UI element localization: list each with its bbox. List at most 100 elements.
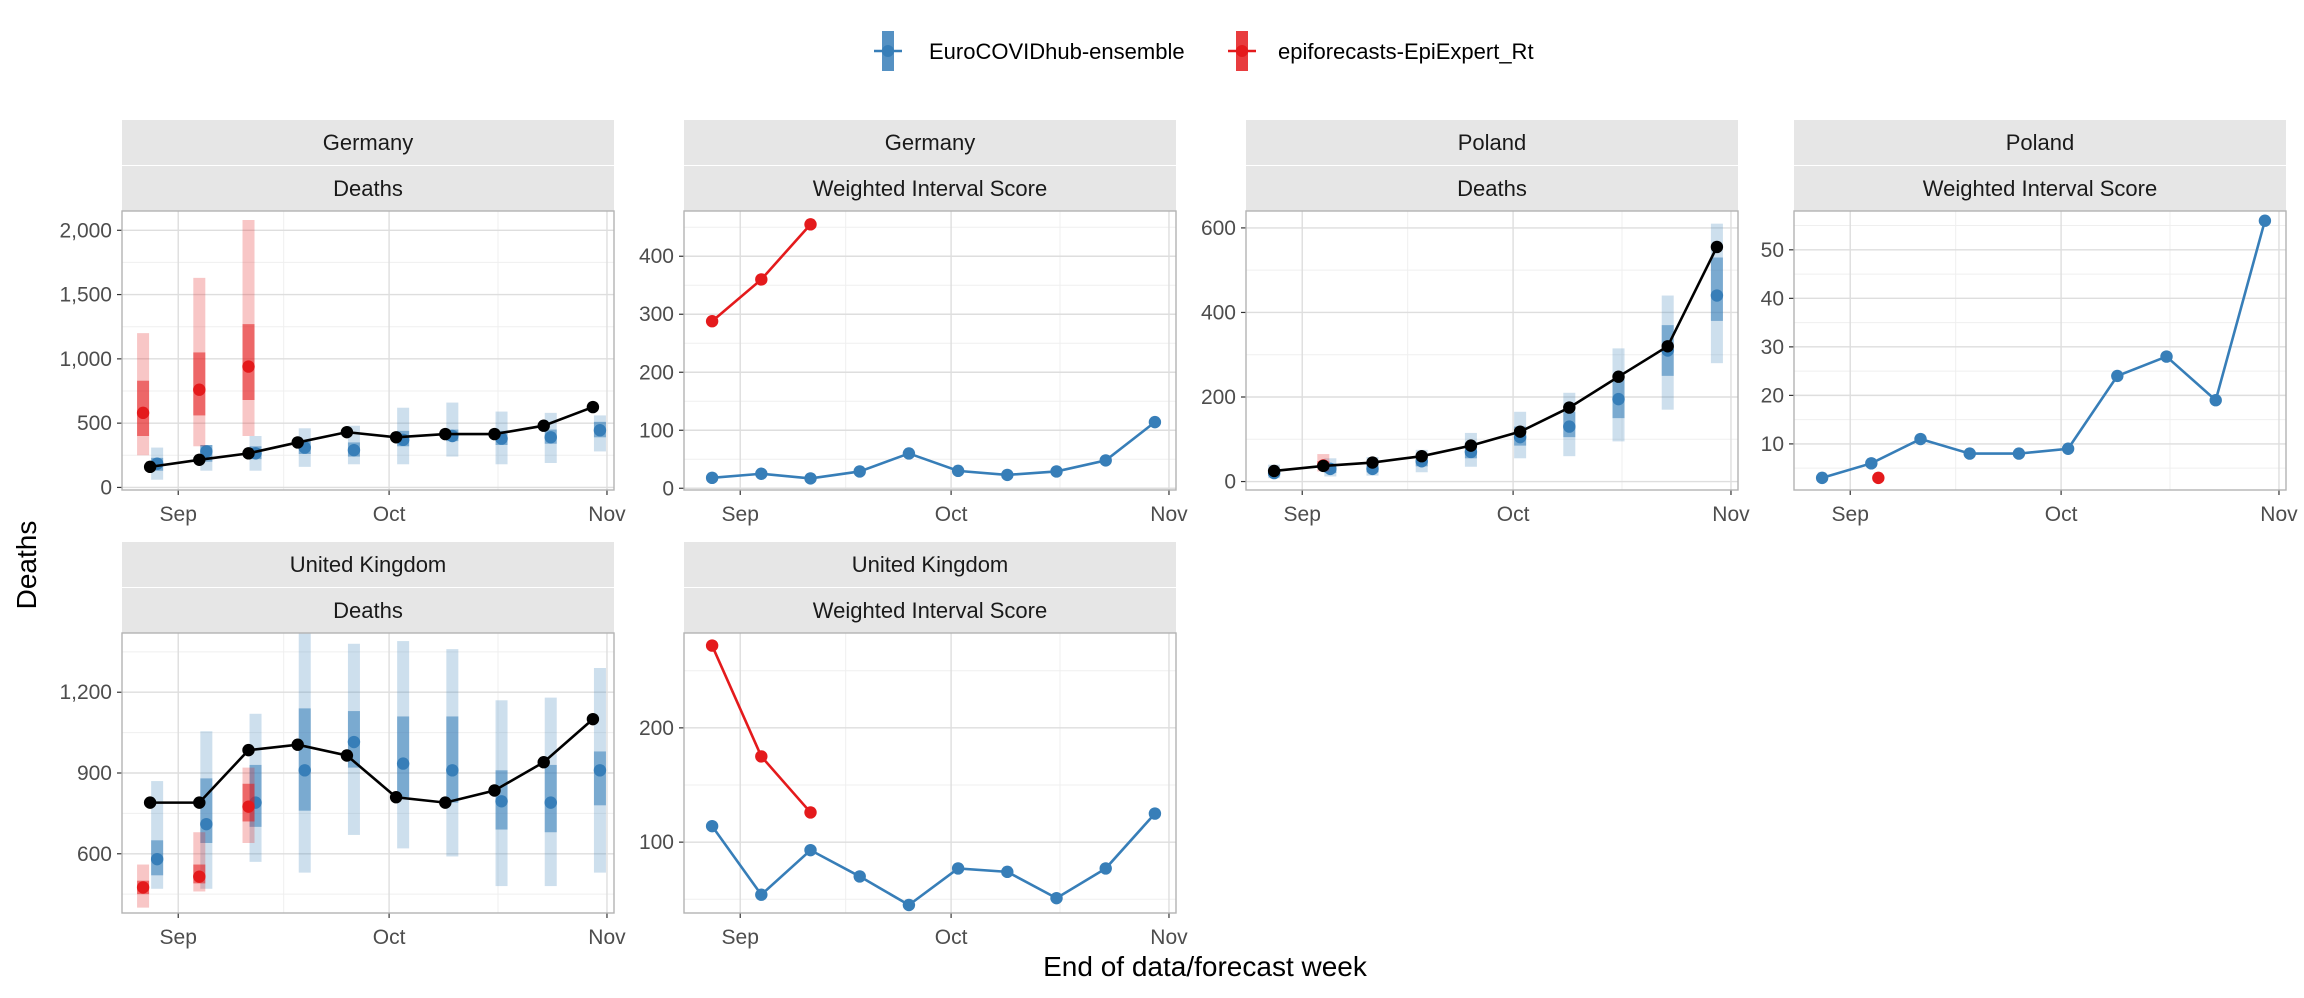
epiexpert-wis-line [711, 223, 812, 323]
ensemble-median-point [347, 443, 361, 457]
ensemble-interval-50 [446, 716, 459, 803]
legend-label-ensemble: EuroCOVIDhub-ensemble [929, 39, 1185, 64]
ensemble-wis-point [705, 471, 719, 485]
strip-bottom-label: Deaths [333, 176, 403, 201]
y-tick-label: 300 [639, 303, 674, 326]
y-tick-label: 0 [662, 477, 674, 500]
strip-bottom-label: Deaths [333, 598, 403, 623]
ensemble-wis-line [711, 812, 1156, 907]
x-tick-label: Nov [588, 926, 626, 949]
x-tick-label: Sep [1832, 503, 1869, 526]
strip-bottom-bg [1246, 166, 1738, 211]
x-tick-label: Oct [1497, 503, 1530, 526]
ensemble-wis-point [755, 888, 768, 901]
ensemble-median-point [298, 764, 311, 777]
legend-key-ensemble [874, 31, 902, 71]
x-tick-label: Sep [160, 503, 197, 526]
y-tick-label: 2,000 [59, 219, 112, 242]
ensemble-wis-point [902, 898, 916, 912]
observed-point [1366, 456, 1379, 469]
ensemble-wis-line [712, 421, 1156, 480]
ensemble-wis-point [951, 862, 965, 875]
strip-bottom-label: Weighted Interval Score [813, 598, 1047, 623]
panel-pl_deaths: Poland Deaths Sep Oct Nov 0 200 400 600 [1201, 120, 1750, 526]
y-tick-label: 0 [1224, 471, 1236, 494]
observed-point [1513, 425, 1527, 438]
epiexpert-wis-point [804, 218, 817, 231]
x-tick-label: Oct [373, 926, 406, 949]
plot-area [136, 220, 607, 480]
panel-uk_deaths: United Kingdom Deaths Sep Oct Nov 600 900 1,200 [59, 542, 626, 949]
x-tick-label: Nov [1150, 503, 1188, 526]
ensemble-median-point [200, 817, 213, 831]
strip-top-bg [684, 542, 1176, 587]
y-tick-label: 10 [1761, 433, 1784, 456]
y-tick-label: 200 [1201, 386, 1236, 409]
strip-top-bg [684, 120, 1176, 165]
panel-de_deaths: Germany Deaths Sep Oct Nov 0 500 1,000 1,500 2,00… [59, 120, 626, 526]
ensemble-wis-point [1050, 891, 1063, 905]
strip-top-label: United Kingdom [852, 552, 1009, 577]
ensemble-wis-point [1914, 432, 1927, 446]
ensemble-interval-50 [593, 751, 606, 806]
x-tick-label: Oct [935, 503, 968, 526]
y-axis-title: Deaths [11, 521, 42, 610]
observed-point [1464, 439, 1478, 452]
ensemble-median-point [446, 764, 459, 777]
observed-point [1661, 340, 1674, 353]
legend: EuroCOVIDhub-ensemble epiforecasts-EpiEx… [874, 31, 1534, 71]
strip-bottom-bg [1794, 166, 2286, 211]
strip-bottom-bg [684, 588, 1176, 633]
observed-point [143, 796, 157, 809]
observed-point [242, 447, 255, 460]
strip-bottom-bg [684, 166, 1176, 211]
observed-point [586, 712, 600, 726]
ensemble-wis-point [951, 464, 965, 478]
x-tick-label: Oct [2045, 503, 2078, 526]
ensemble-interval-50 [1710, 257, 1723, 321]
strip-top-bg [1794, 120, 2286, 165]
epiexpert-wis-point [1872, 471, 1885, 485]
observed-point [193, 453, 206, 466]
ensemble-wis-point [755, 467, 768, 480]
ensemble-wis-point [853, 870, 866, 883]
legend-key-ensemble-dot [882, 45, 894, 57]
x-tick-label: Sep [1284, 503, 1321, 526]
panel-pl_wis: Poland Weighted Interval Score Sep Oct Nov 10… [1761, 120, 2298, 526]
observed-point [439, 427, 452, 441]
strip-top-bg [122, 542, 614, 587]
ensemble-interval-50 [397, 716, 410, 798]
ensemble-wis-point [804, 472, 817, 485]
ensemble-interval-50 [298, 708, 311, 811]
observed-point [537, 756, 550, 769]
panel-border [683, 210, 1177, 491]
observed-point [488, 427, 501, 441]
strip-top-bg [1246, 120, 1738, 165]
observed-point [1563, 401, 1576, 414]
y-tick-label: 600 [1201, 217, 1236, 240]
ensemble-wis-point [2061, 442, 2075, 455]
plot-area [1267, 223, 1724, 480]
y-tick-label: 200 [639, 361, 674, 384]
ensemble-median-point [544, 431, 557, 444]
observed-point [340, 425, 354, 439]
strip-bottom-label: Weighted Interval Score [1923, 176, 2157, 201]
panel-border [683, 632, 1177, 914]
epiexpert-median-point [193, 870, 206, 883]
y-tick-label: 50 [1761, 239, 1784, 262]
epiexpert-median-point [193, 383, 206, 396]
strip-bottom-label: Weighted Interval Score [813, 176, 1047, 201]
ensemble-wis-point [1148, 415, 1162, 429]
panel-uk_wis: United Kingdom Weighted Interval Score Sep… [639, 542, 1188, 949]
ensemble-median-point [1563, 420, 1576, 433]
ensemble-wis-point [804, 843, 817, 857]
ensemble-median-point [593, 764, 607, 777]
observed-point [143, 460, 157, 474]
y-tick-label: 400 [1201, 301, 1236, 324]
y-tick-label: 20 [1761, 384, 1784, 407]
ensemble-median-point [495, 795, 508, 808]
ensemble-wis-point [705, 819, 719, 833]
ensemble-wis-point [1865, 457, 1878, 470]
x-tick-label: Nov [1150, 926, 1188, 949]
